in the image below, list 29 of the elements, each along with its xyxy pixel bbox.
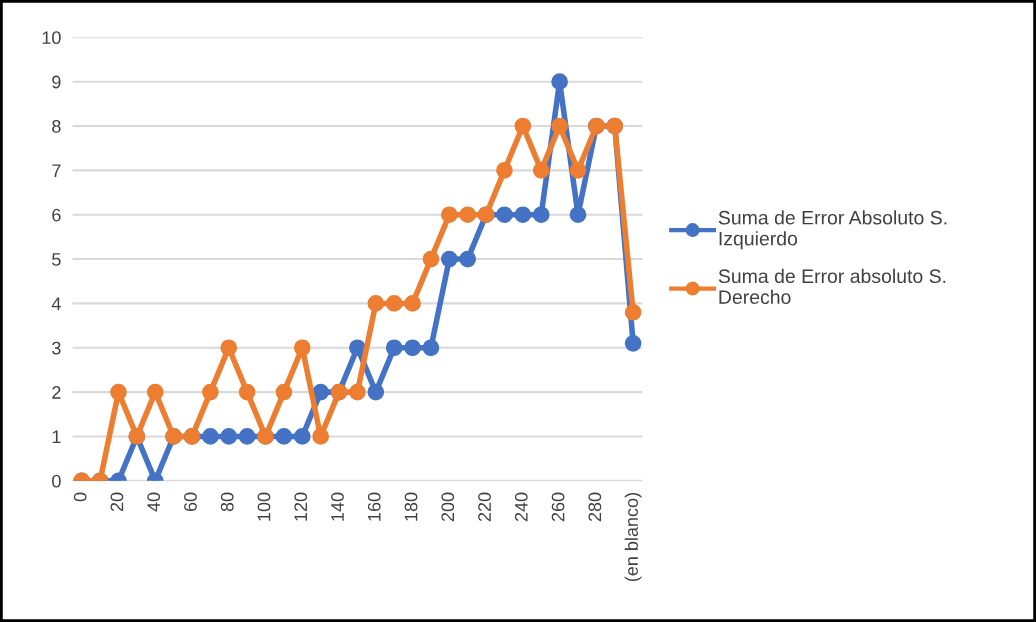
x-tick-label: 80 <box>220 492 234 512</box>
y-tick-label: 0 <box>52 474 61 488</box>
x-tick-label: 60 <box>184 492 197 512</box>
y-tick-label: 3 <box>52 341 61 355</box>
legend-label: Suma de Error Absoluto S. Izquierdo <box>718 210 947 250</box>
x-tick-label: 240 <box>514 492 528 522</box>
x-tick-label: 160 <box>367 492 381 521</box>
x-tick-label: (en blanco) <box>624 493 642 582</box>
x-tick-label: 20 <box>110 492 124 512</box>
y-tick-label: 10 <box>42 31 61 45</box>
x-tick-label: 280 <box>588 492 602 522</box>
y-tick-label: 6 <box>52 208 61 222</box>
y-tick-label: 9 <box>52 75 61 89</box>
x-tick-label: 140 <box>331 492 344 521</box>
x-tick-label: 200 <box>441 492 455 522</box>
x-tick-label: 260 <box>551 492 565 522</box>
x-tick-label: 40 <box>147 492 161 512</box>
y-tick-label: 4 <box>51 297 61 310</box>
y-tick-label: 1 <box>52 430 61 443</box>
x-tick-label: 120 <box>294 492 308 521</box>
y-tick-label: 7 <box>52 164 61 177</box>
x-tick-label: 100 <box>257 492 271 521</box>
y-tick-label: 5 <box>52 253 61 266</box>
y-tick-label: 8 <box>52 119 61 133</box>
legend-label: Suma de Error absoluto S. Derecho <box>718 268 946 305</box>
x-tick-label: 180 <box>404 492 418 521</box>
x-tick-label: 220 <box>478 492 491 522</box>
x-tick-label: 0 <box>73 492 87 502</box>
y-tick-label: 2 <box>52 386 61 399</box>
